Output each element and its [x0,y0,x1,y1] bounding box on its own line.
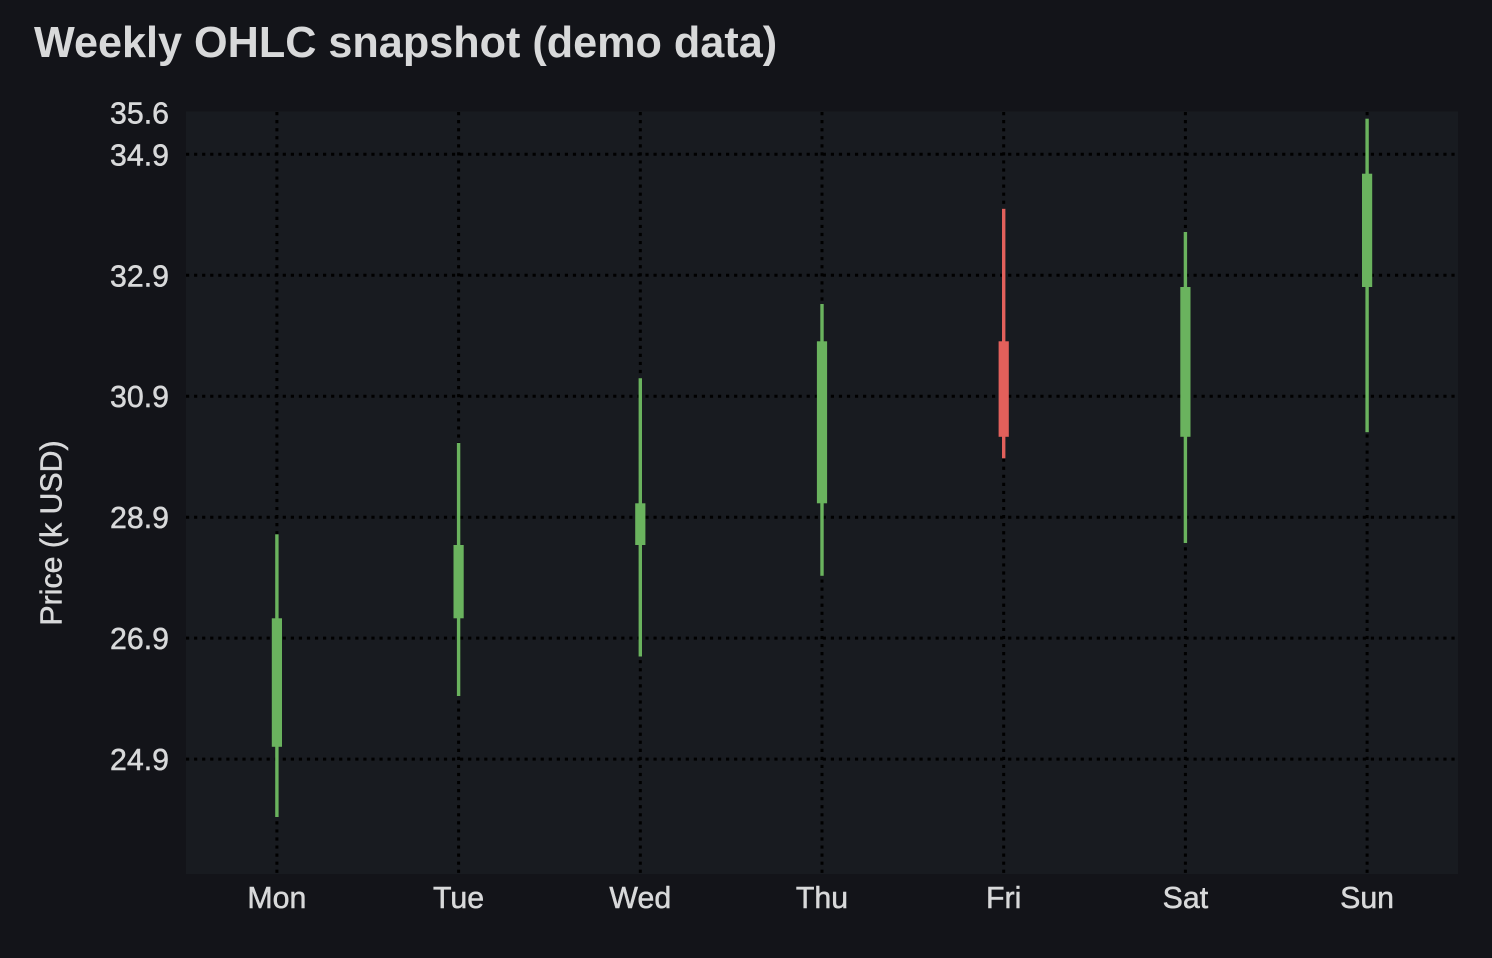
svg-text:34.9: 34.9 [110,139,169,172]
svg-text:32.9: 32.9 [110,260,169,293]
svg-text:Sat: Sat [1163,882,1209,915]
svg-text:35.6: 35.6 [110,97,169,130]
svg-text:Sun: Sun [1340,882,1394,915]
svg-text:Weekly OHLC snapshot (demo dat: Weekly OHLC snapshot (demo data) [34,19,777,67]
svg-text:28.9: 28.9 [110,502,169,535]
svg-text:Fri: Fri [986,882,1021,915]
svg-text:Thu: Thu [796,882,848,915]
svg-text:Tue: Tue [433,882,484,915]
svg-text:30.9: 30.9 [110,381,169,414]
svg-text:Wed: Wed [609,882,671,915]
svg-text:24.9: 24.9 [110,744,169,777]
svg-text:Mon: Mon [247,882,306,915]
svg-text:Price (k USD): Price (k USD) [36,440,69,625]
svg-text:26.9: 26.9 [110,623,169,656]
